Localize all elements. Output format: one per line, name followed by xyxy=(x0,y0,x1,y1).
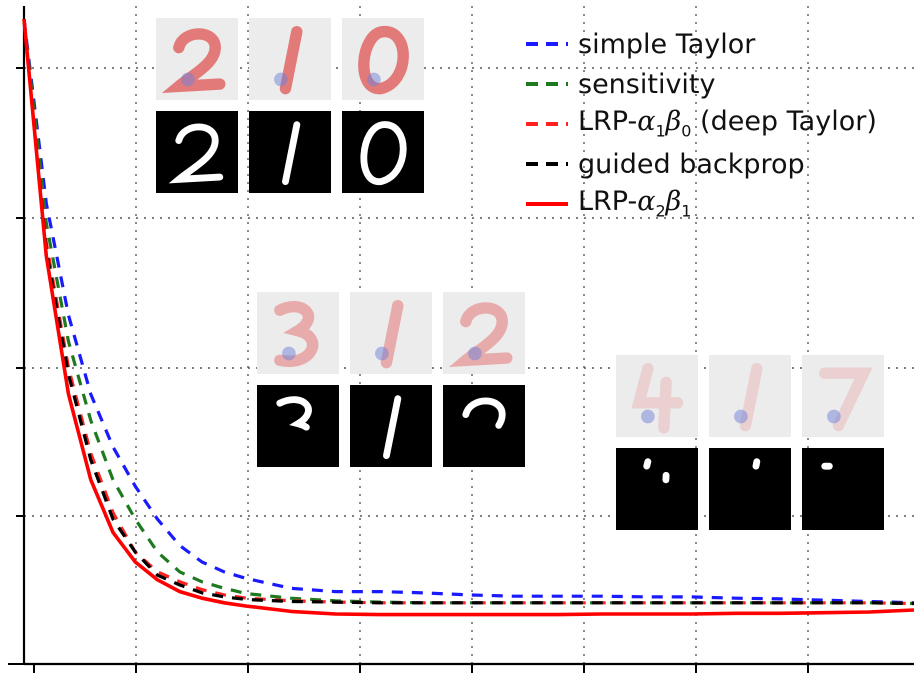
digit-stage-2-2 xyxy=(802,448,884,530)
legend-swatch-guided-backprop xyxy=(526,162,568,166)
digit-stage-1-0 xyxy=(257,385,339,467)
legend-swatch-simple-taylor xyxy=(526,42,568,46)
heatmap-stage-1-2 xyxy=(443,292,525,374)
digit-stage-1-2 xyxy=(443,385,525,467)
digit-stage-1-1 xyxy=(350,385,432,467)
axes xyxy=(8,6,914,673)
legend-swatch-lrp-a2b1 xyxy=(526,202,568,206)
legend-swatch-sensitivity xyxy=(526,82,568,86)
legend-item-sensitivity: sensitivity xyxy=(524,64,877,104)
legend-label-lrp-a1b0: LRP-α1β0 (deep Taylor) xyxy=(578,106,877,141)
series-line-4 xyxy=(22,19,915,617)
digit-stage-2-1 xyxy=(709,448,791,530)
legend: simple Taylor sensitivity LRP-α1β0 (deep… xyxy=(524,24,877,224)
heatmap-stage-2-0 xyxy=(616,355,698,437)
legend-label-sensitivity: sensitivity xyxy=(578,68,716,100)
legend-item-lrp-a2b1: LRP-α2β1 xyxy=(524,184,877,224)
legend-item-guided-backprop: guided backprop xyxy=(524,144,877,184)
series-line-0 xyxy=(22,19,915,605)
legend-label-simple-taylor: simple Taylor xyxy=(578,28,756,60)
heatmap-stage-2-1 xyxy=(709,355,791,437)
legend-label-lrp-a2b1: LRP-α2β1 xyxy=(578,186,692,221)
heatmap-stage-0-2 xyxy=(342,18,424,100)
heatmap-stage-2-2 xyxy=(802,355,884,437)
series-line-3 xyxy=(22,19,915,606)
digit-stage-0-1 xyxy=(249,111,331,193)
heatmap-stage-1-1 xyxy=(350,292,432,374)
digit-stage-0-0 xyxy=(156,111,238,193)
series-lines xyxy=(22,19,915,617)
heatmap-stage-0-0 xyxy=(156,18,238,100)
thumbnail-group-stage-2 xyxy=(616,355,884,530)
legend-swatch-lrp-a1b0 xyxy=(526,122,568,126)
thumbnail-group-stage-0 xyxy=(156,18,424,193)
heatmap-stage-1-0 xyxy=(257,292,339,374)
legend-label-guided-backprop: guided backprop xyxy=(578,148,805,180)
thumbnail-group-stage-1 xyxy=(257,292,525,467)
digit-stage-0-2 xyxy=(342,111,424,193)
digit-stage-2-0 xyxy=(616,448,698,530)
legend-item-lrp-a1b0: LRP-α1β0 (deep Taylor) xyxy=(524,104,877,144)
heatmap-stage-0-1 xyxy=(249,18,331,100)
legend-item-simple-taylor: simple Taylor xyxy=(524,24,877,64)
